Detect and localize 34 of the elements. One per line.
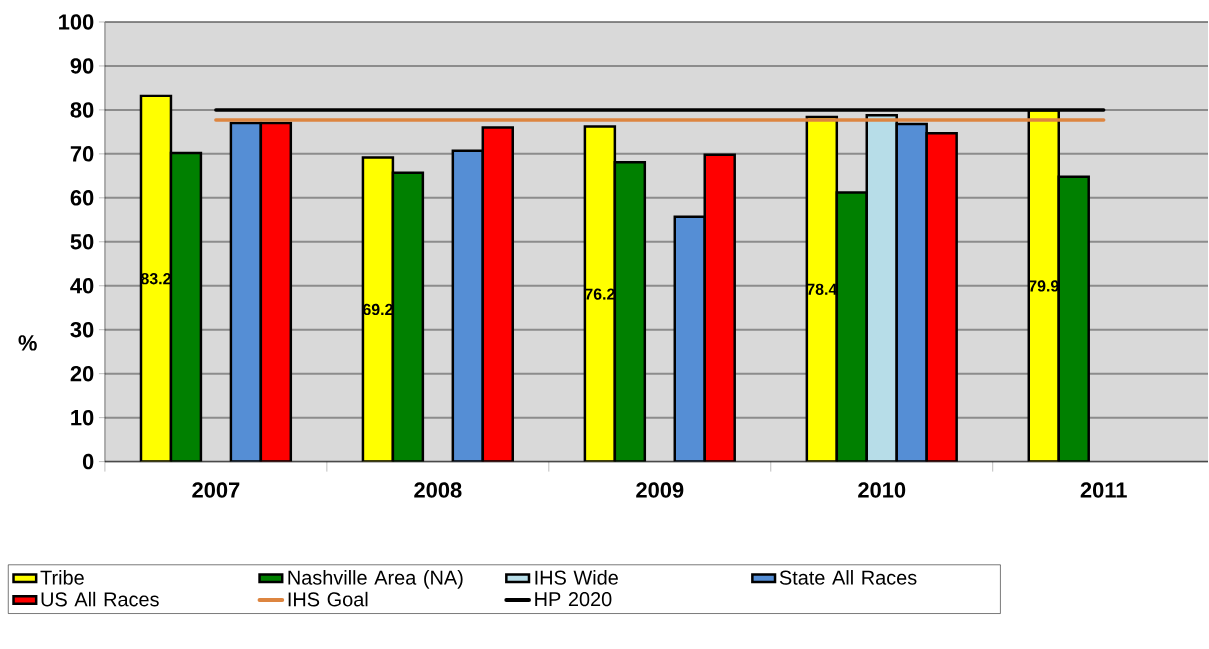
bar [583,125,617,462]
x-tick-label: 2009 [636,482,684,498]
bar [481,126,514,462]
x-tick-label: 2010 [858,482,906,498]
x-tick-label: 2007 [192,482,240,498]
legend-label: HP 2020 [535,591,612,606]
y-tick-label: 70 [70,145,94,162]
bar [835,191,869,462]
y-tick-label: 10 [71,409,94,426]
legend-label: US All Races [41,591,159,607]
legend-label: State All Races [779,569,917,585]
y-tick-label: 40 [70,277,94,294]
bar [613,160,647,462]
y-tick-label: 50 [70,233,94,250]
bar [451,149,485,462]
y-tick-label: 90 [70,57,94,74]
y-tick-label: 100 [59,14,94,30]
bar [139,94,173,462]
x-tick-label: 2011 [1080,482,1127,498]
bar [259,121,293,462]
y-tick-label: 60 [70,189,94,206]
legend-label: IHS Wide [535,569,618,585]
x-tick-label: 2008 [414,482,462,498]
bar [391,171,425,462]
bar [229,121,263,462]
legend-label: IHS Goal [288,591,368,607]
y-tick-label: 80 [70,101,94,118]
y-axis-title: % [18,334,37,351]
y-tick-label: 0 [82,453,94,470]
legend-label: Nashville Area (NA) [288,569,463,589]
y-tick-label: 30 [70,321,94,338]
legend-label: Tribe [40,569,84,585]
y-tick-label: 20 [70,365,94,382]
bar [169,151,203,462]
